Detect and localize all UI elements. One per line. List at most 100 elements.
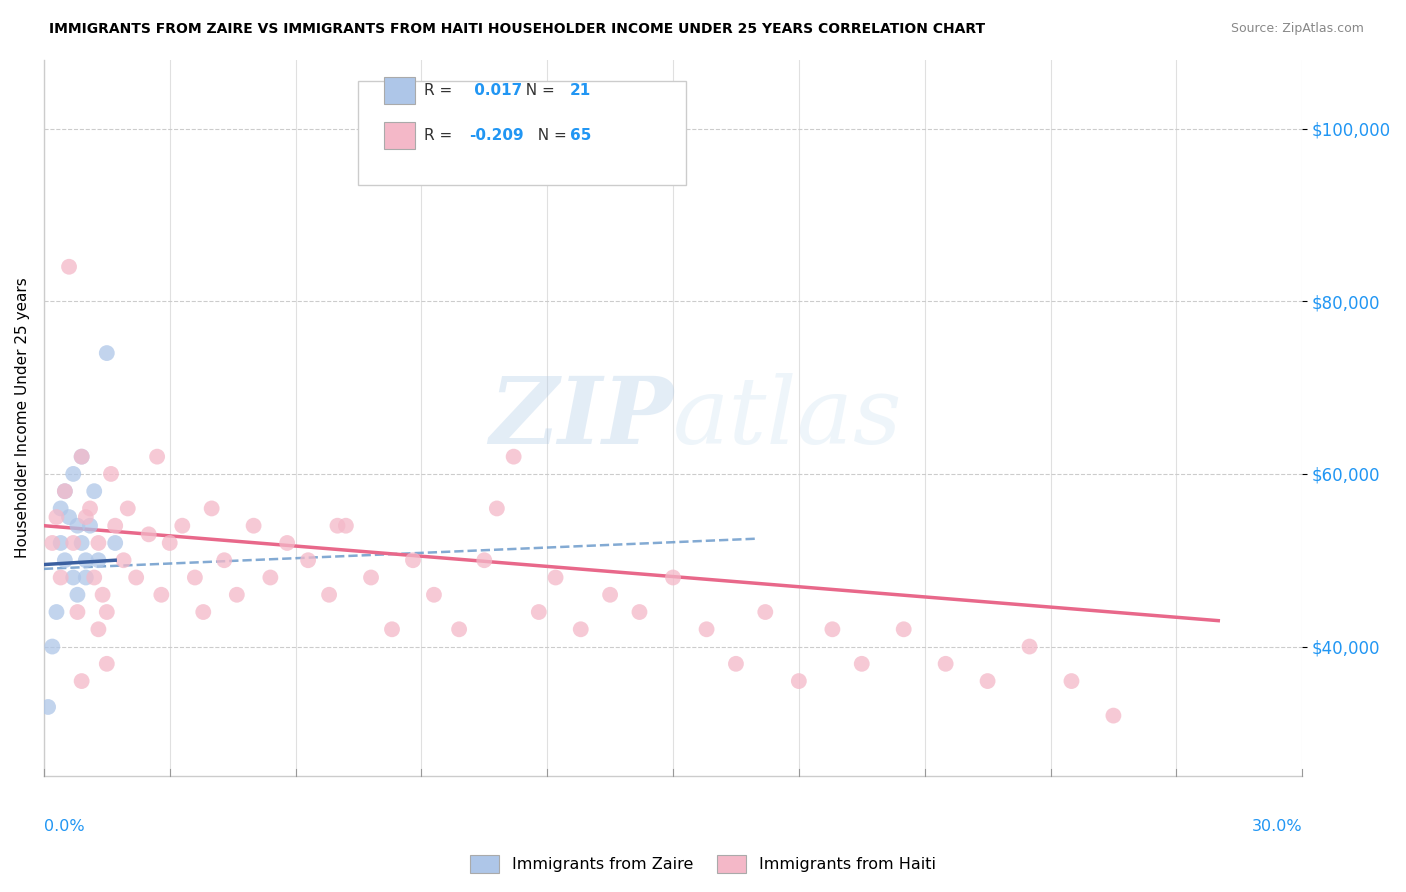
Point [104,518,127,533]
Text: 30.0%: 30.0% [1251,819,1302,834]
Point [75,553,97,567]
Point [502,450,524,464]
Point [821,622,844,636]
Point [184,570,207,584]
Point [212,553,235,567]
Legend: Immigrants from Zaire, Immigrants from Haiti: Immigrants from Zaire, Immigrants from H… [464,848,942,880]
Text: 65: 65 [569,128,591,143]
Text: Source: ZipAtlas.com: Source: ZipAtlas.com [1230,22,1364,36]
Point [96,657,118,671]
Point [138,527,160,541]
Point [326,518,349,533]
Point [527,605,550,619]
Point [49,536,72,550]
Point [851,657,873,671]
Point [159,536,181,550]
Point [628,605,651,619]
Point [100,467,122,481]
Point [79,518,101,533]
Point [83,484,105,499]
Point [41,536,63,550]
Point [381,622,404,636]
Point [569,622,592,636]
Point [472,553,495,567]
FancyBboxPatch shape [384,122,415,149]
Point [75,570,97,584]
Point [70,536,93,550]
Point [696,622,718,636]
Text: ZIP: ZIP [489,373,673,463]
Point [754,605,776,619]
Point [724,657,747,671]
Point [53,553,76,567]
Text: R =: R = [423,128,457,143]
Point [104,536,127,550]
Point [893,622,915,636]
Text: -0.209: -0.209 [470,128,524,143]
Point [297,553,319,567]
Point [53,484,76,499]
Point [96,605,118,619]
Point [662,570,685,584]
Point [70,674,93,689]
Point [53,484,76,499]
Point [193,605,215,619]
Point [787,674,810,689]
Point [276,536,298,550]
Point [335,518,357,533]
Point [91,588,114,602]
Point [599,588,621,602]
Y-axis label: Householder Income Under 25 years: Householder Income Under 25 years [15,277,30,558]
Point [66,518,89,533]
Text: R =: R = [423,83,457,98]
Point [45,605,67,619]
Text: 21: 21 [569,83,591,98]
Point [58,260,80,274]
Point [146,450,169,464]
Point [449,622,471,636]
Point [172,518,194,533]
Point [87,536,110,550]
Point [79,501,101,516]
Point [70,450,93,464]
Point [423,588,446,602]
Point [45,510,67,524]
Point [66,588,89,602]
Point [75,510,97,524]
Point [935,657,957,671]
FancyBboxPatch shape [384,77,415,104]
Point [976,674,998,689]
Point [70,450,93,464]
Point [96,346,118,360]
Point [87,553,110,567]
Point [66,605,89,619]
Point [1018,640,1040,654]
Point [117,501,139,516]
Text: N =: N = [516,83,560,98]
Point [318,588,340,602]
Point [83,570,105,584]
Point [37,700,59,714]
Point [62,570,84,584]
Point [150,588,173,602]
Point [259,570,281,584]
Point [41,640,63,654]
Point [112,553,135,567]
Point [49,570,72,584]
Point [485,501,508,516]
Text: IMMIGRANTS FROM ZAIRE VS IMMIGRANTS FROM HAITI HOUSEHOLDER INCOME UNDER 25 YEARS: IMMIGRANTS FROM ZAIRE VS IMMIGRANTS FROM… [49,22,986,37]
Point [62,536,84,550]
Point [62,467,84,481]
FancyBboxPatch shape [359,81,686,185]
Point [1060,674,1083,689]
Text: N =: N = [529,128,572,143]
Point [1102,708,1125,723]
Point [360,570,382,584]
Point [544,570,567,584]
Point [225,588,247,602]
Point [125,570,148,584]
Point [49,501,72,516]
Point [58,510,80,524]
Point [242,518,264,533]
Text: 0.0%: 0.0% [44,819,84,834]
